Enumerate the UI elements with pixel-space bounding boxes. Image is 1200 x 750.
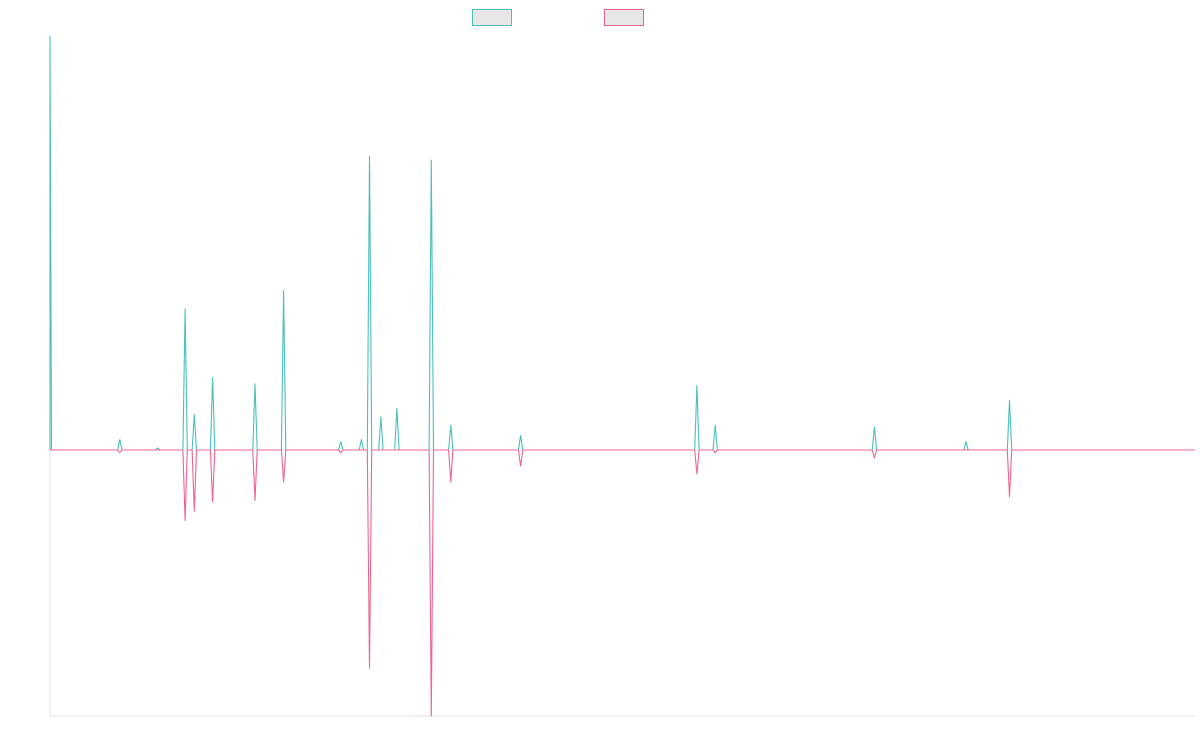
legend-swatch-series-1[interactable] <box>472 9 512 26</box>
series-layer <box>49 35 1195 717</box>
legend-swatch-series-2[interactable] <box>604 9 644 26</box>
series-1-line <box>49 35 1195 451</box>
series-2-line <box>50 449 1195 717</box>
